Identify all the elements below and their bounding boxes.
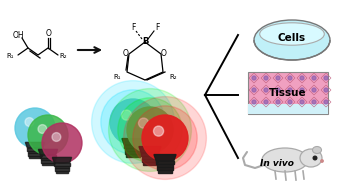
Text: Tissue: Tissue <box>269 88 307 98</box>
Circle shape <box>264 100 268 104</box>
Bar <box>40 155 56 158</box>
Bar <box>157 167 173 170</box>
Bar <box>125 151 141 154</box>
Circle shape <box>110 99 156 145</box>
Circle shape <box>312 88 316 92</box>
Circle shape <box>276 88 280 92</box>
Ellipse shape <box>300 149 322 167</box>
Text: R₁: R₁ <box>6 53 14 59</box>
Bar <box>28 153 42 156</box>
Circle shape <box>288 88 292 92</box>
Circle shape <box>139 118 149 128</box>
Circle shape <box>264 88 268 92</box>
Bar <box>142 156 158 159</box>
Bar <box>141 153 159 156</box>
Bar <box>248 72 328 114</box>
Circle shape <box>133 106 197 170</box>
Circle shape <box>321 160 323 162</box>
Bar <box>156 161 174 164</box>
Bar <box>41 163 55 165</box>
Bar <box>143 162 157 165</box>
Ellipse shape <box>262 148 308 172</box>
Polygon shape <box>154 155 176 161</box>
Bar <box>142 159 158 162</box>
Circle shape <box>312 76 316 80</box>
Bar <box>55 166 69 168</box>
Text: F: F <box>155 23 159 33</box>
Circle shape <box>300 76 304 80</box>
Ellipse shape <box>254 20 330 60</box>
Text: O: O <box>161 50 167 59</box>
Circle shape <box>276 76 280 80</box>
Bar <box>157 164 173 167</box>
Polygon shape <box>38 149 58 155</box>
Circle shape <box>324 76 328 80</box>
Circle shape <box>42 123 82 163</box>
Text: OH: OH <box>12 30 24 40</box>
Circle shape <box>324 100 328 104</box>
Circle shape <box>124 97 206 179</box>
Circle shape <box>300 100 304 104</box>
Circle shape <box>324 88 328 92</box>
Text: O: O <box>123 50 129 59</box>
Circle shape <box>252 76 256 80</box>
Circle shape <box>252 100 256 104</box>
Bar <box>55 168 69 171</box>
Bar <box>248 104 328 114</box>
Circle shape <box>109 89 191 171</box>
Circle shape <box>288 100 292 104</box>
Circle shape <box>15 108 55 148</box>
Ellipse shape <box>312 146 321 153</box>
Polygon shape <box>25 142 44 148</box>
Bar <box>54 163 70 166</box>
Bar <box>29 156 41 158</box>
Circle shape <box>25 118 34 126</box>
Circle shape <box>312 100 316 104</box>
Circle shape <box>252 88 256 92</box>
Bar <box>126 154 141 157</box>
Circle shape <box>153 126 164 136</box>
Polygon shape <box>122 139 144 145</box>
Text: B: B <box>142 36 148 46</box>
Bar <box>28 151 42 153</box>
Circle shape <box>127 107 173 153</box>
Text: R₂: R₂ <box>59 53 67 59</box>
Text: Cells: Cells <box>278 33 306 43</box>
Polygon shape <box>139 146 161 153</box>
Circle shape <box>142 115 188 161</box>
Circle shape <box>300 88 304 92</box>
Text: F: F <box>131 23 135 33</box>
Circle shape <box>101 90 165 154</box>
Circle shape <box>28 115 68 155</box>
Circle shape <box>288 76 292 80</box>
Bar <box>41 158 55 160</box>
Bar <box>27 148 42 151</box>
Text: R₁: R₁ <box>113 74 121 80</box>
Circle shape <box>118 98 182 162</box>
Bar <box>158 170 173 173</box>
Circle shape <box>52 133 61 141</box>
Circle shape <box>264 76 268 80</box>
Text: R₂: R₂ <box>169 74 177 80</box>
Ellipse shape <box>260 23 324 45</box>
Bar <box>124 145 142 148</box>
Circle shape <box>313 156 317 160</box>
Bar <box>125 148 141 151</box>
Circle shape <box>38 125 47 133</box>
Text: O: O <box>46 29 52 39</box>
Circle shape <box>92 81 175 163</box>
Polygon shape <box>52 157 71 163</box>
Circle shape <box>122 110 132 120</box>
Circle shape <box>276 100 280 104</box>
Bar <box>41 160 55 163</box>
Bar <box>56 171 68 173</box>
Text: In vivo: In vivo <box>260 160 294 169</box>
